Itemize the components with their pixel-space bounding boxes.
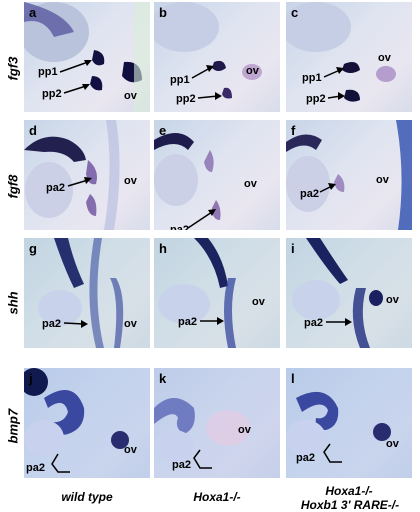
- panel-l: l pa2 ov: [286, 368, 412, 478]
- panel-letter-f: f: [291, 123, 296, 138]
- embryo-image-a: [24, 2, 150, 112]
- annotation-ov: ov: [386, 438, 399, 450]
- arrow-pp2: [327, 92, 345, 100]
- embryo-image-i: [286, 238, 412, 348]
- embryo-image-e: [154, 132, 221, 220]
- panel-letter-d: d: [29, 123, 37, 138]
- annotation-pa2: pa2: [300, 188, 319, 200]
- row-label-bmp7: bmp7: [5, 408, 21, 444]
- annotation-pa2: pa2: [26, 462, 45, 474]
- arrow-pa2: [63, 320, 88, 328]
- column-label-wild-type: wild type: [61, 490, 113, 504]
- bracket-pa2: [193, 449, 212, 469]
- annotation-ov: ov: [244, 178, 257, 190]
- annotation-pa2: pa2: [296, 452, 315, 464]
- annotation-pa2: pa2: [42, 318, 61, 330]
- panel-letter-h: h: [159, 241, 167, 256]
- annotation-ov: ov: [238, 424, 251, 436]
- panel-c: c pp1 pp2 ov: [286, 2, 412, 112]
- embryo-image-c: [286, 2, 396, 102]
- annotation-ov: ov: [246, 65, 259, 77]
- column-label-hoxa1: Hoxa1-/-: [193, 490, 241, 504]
- annotation-pp2: pp2: [42, 88, 62, 100]
- embryo-image-h: [154, 238, 280, 348]
- panel-b: b pp1 pp2 ov: [154, 2, 280, 112]
- annotation-pa2: pa2: [178, 316, 197, 328]
- panel-k: k pa2 ov: [154, 368, 280, 478]
- embryo-image-g: [24, 238, 150, 348]
- annotation-pa2: pa2: [172, 459, 191, 471]
- panel-h: h pa2 ov: [154, 238, 280, 348]
- annotation-pp1: pp1: [38, 66, 58, 78]
- panel-g: g pa2 ov: [24, 238, 150, 348]
- annotation-pp2: pp2: [306, 93, 326, 105]
- column-label-hoxa1-line1: Hoxa1-/-: [325, 484, 373, 498]
- panel-a: a pp1 pp2 ov: [24, 2, 150, 112]
- panel-letter-c: c: [291, 5, 299, 20]
- arrow-pa2: [319, 183, 336, 193]
- panel-letter-a: a: [29, 5, 37, 20]
- embryo-image-k: [154, 368, 280, 478]
- annotation-ov: ov: [124, 90, 137, 102]
- panel-f: f pa2 ov: [286, 120, 412, 230]
- panel-letter-e: e: [159, 123, 167, 138]
- annotation-pp1: pp1: [170, 74, 190, 86]
- row-label-shh: shh: [5, 291, 21, 315]
- panel-letter-j: j: [29, 371, 33, 386]
- row-label-fgf8: fgf8: [5, 174, 21, 199]
- embryo-image-d: [24, 120, 120, 230]
- annotation-pa2: pa2: [170, 224, 189, 230]
- panel-letter-i: i: [291, 241, 295, 256]
- row-label-fgf3: fgf3: [5, 56, 21, 81]
- arrow-pa2: [67, 177, 92, 187]
- annotation-ov: ov: [386, 294, 399, 306]
- panel-letter-b: b: [159, 5, 167, 20]
- panel-letter-k: k: [159, 371, 167, 386]
- annotation-pp2: pp2: [176, 93, 196, 105]
- arrow-pa2: [326, 318, 352, 326]
- arrow-pp2: [63, 84, 90, 94]
- embryo-image-j: [24, 368, 150, 478]
- embryo-image-l: [286, 368, 412, 478]
- arrow-pp1: [191, 65, 214, 79]
- panel-letter-l: l: [291, 371, 295, 386]
- annotation-ov: ov: [252, 296, 265, 308]
- arrow-pp1: [59, 60, 92, 73]
- annotation-pa2: pa2: [46, 182, 65, 194]
- annotation-ov: ov: [124, 318, 137, 330]
- arrow-pp1: [323, 67, 344, 78]
- annotation-ov: ov: [378, 52, 391, 64]
- panel-d: d pa2 ov: [24, 120, 150, 230]
- panel-j: j pa2 ov: [24, 368, 150, 478]
- panel-e: e pa2 ov: [154, 120, 280, 230]
- annotation-pp1: pp1: [302, 72, 322, 84]
- annotation-ov: ov: [124, 175, 137, 187]
- embryo-image-b: [154, 2, 262, 99]
- bracket-pa2: [51, 453, 70, 473]
- bracket-pa2: [323, 443, 342, 463]
- annotation-ov: ov: [124, 444, 137, 456]
- panel-letter-g: g: [29, 241, 37, 256]
- arrow-pa2: [200, 317, 224, 325]
- annotation-pa2: pa2: [304, 317, 323, 329]
- arrow-pp2: [197, 92, 222, 100]
- column-label-hoxb1-line2: Hoxb1 3' RARE-/-: [300, 498, 400, 512]
- arrow-pa2: [187, 209, 216, 229]
- embryo-image-f: [286, 120, 412, 230]
- annotation-ov: ov: [376, 174, 389, 186]
- panel-i: i pa2 ov: [286, 238, 412, 348]
